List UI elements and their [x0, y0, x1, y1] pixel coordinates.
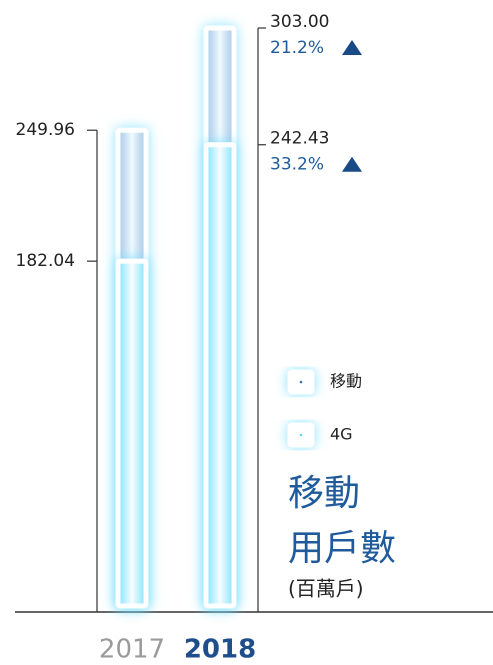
growth-label: 33.2%	[270, 155, 324, 175]
value-label: 303.00	[270, 12, 329, 32]
chart-title: 用戶數	[288, 528, 396, 569]
x-tick-label: 2018	[184, 635, 256, 665]
legend-dot	[299, 380, 303, 384]
growth-arrow	[342, 156, 362, 172]
value-label: 242.43	[270, 129, 329, 149]
legend-label: 移動	[330, 372, 362, 391]
legend-dot	[299, 433, 303, 437]
chart-title: 移動	[288, 473, 360, 514]
growth-label: 21.2%	[270, 38, 324, 58]
value-label: 249.96	[16, 120, 75, 140]
x-tick-label: 2017	[99, 635, 165, 665]
value-label: 182.04	[16, 251, 75, 271]
growth-arrow	[342, 40, 362, 55]
bar	[115, 258, 149, 609]
bar	[203, 142, 237, 609]
legend-label: 4G	[330, 425, 353, 444]
chart-subtitle: (百萬戶)	[288, 577, 364, 601]
